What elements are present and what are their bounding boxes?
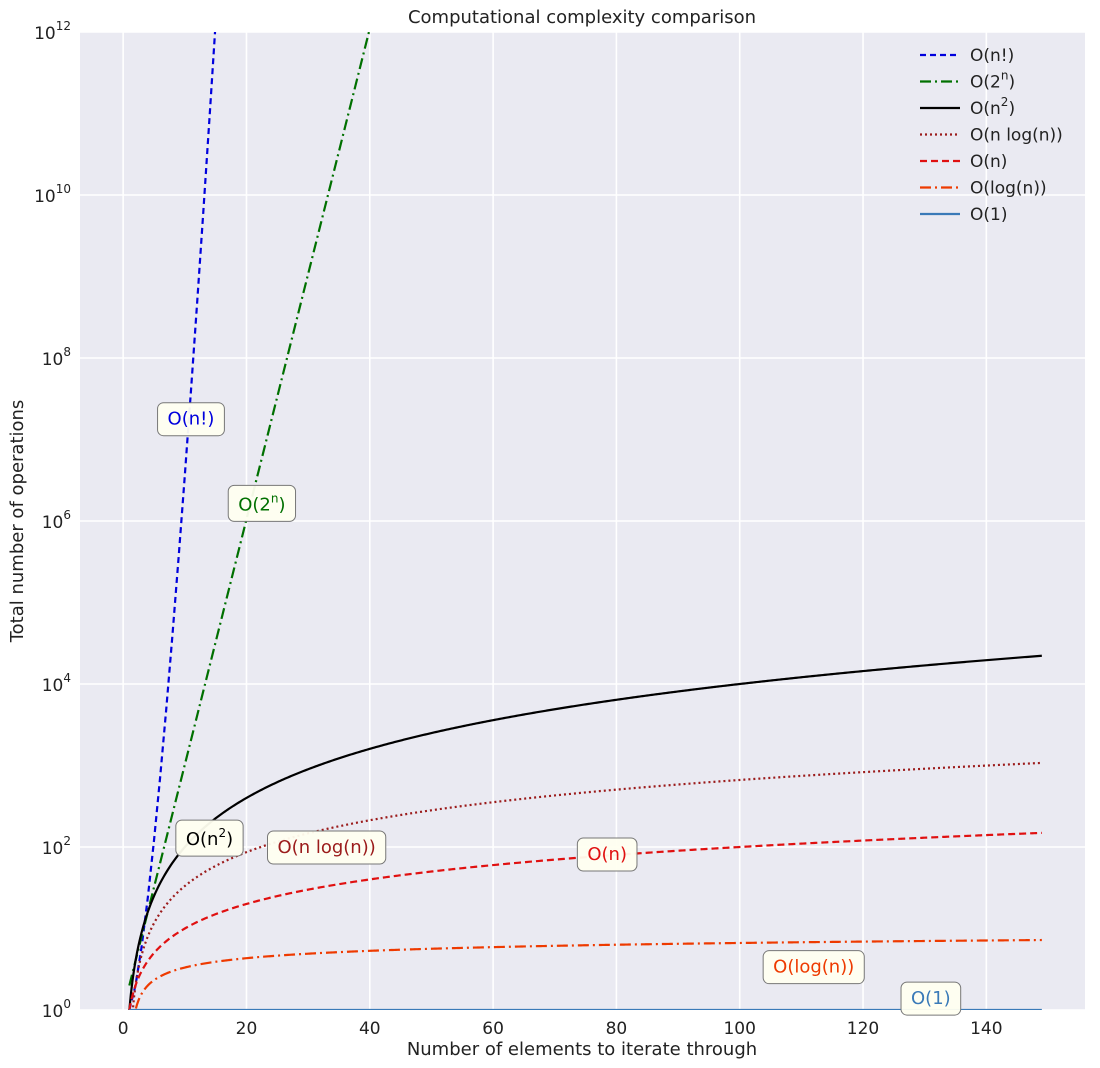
annotation-nlogn: O(n log(n)) <box>267 830 387 865</box>
svg-text:O(n2): O(n2) <box>186 826 233 850</box>
svg-text:O(n!): O(n!) <box>168 409 215 430</box>
legend-item-square: O(n2) <box>920 95 1015 119</box>
legend-item-factorial: O(n!) <box>920 46 1014 66</box>
y-axis-label: Total number of operations <box>7 400 28 644</box>
legend-label: O(1) <box>970 205 1007 225</box>
x-tick-label: 120 <box>847 1019 879 1039</box>
annotation-square: O(n2) <box>175 819 244 857</box>
y-tick-label: 108 <box>42 345 71 370</box>
legend-label: O(n) <box>970 152 1007 172</box>
x-tick-label: 80 <box>606 1019 628 1039</box>
legend-label: O(n2) <box>970 95 1015 119</box>
x-axis-label: Number of elements to iterate through <box>407 1039 757 1060</box>
x-tick-label: 140 <box>970 1019 1002 1039</box>
series-line-square <box>128 654 1042 1010</box>
legend-label: O(log(n)) <box>970 179 1047 199</box>
y-tick-label: 1012 <box>34 19 71 44</box>
grid-lines <box>80 31 1085 1011</box>
y-tick-label: 104 <box>42 671 71 696</box>
y-axis-ticks: 100 102 104 106 108 1010 1012 <box>34 19 71 1022</box>
series-line-exp2 <box>128 32 371 986</box>
legend-label: O(2n) <box>970 69 1015 93</box>
svg-text:O(n log(n)): O(n log(n)) <box>278 837 376 858</box>
chart-title: Computational complexity comparison <box>408 7 756 28</box>
annotation-const: O(1) <box>900 981 962 1016</box>
annotation-linear: O(n) <box>576 837 638 872</box>
series-line-nlogn <box>131 761 1042 1010</box>
series-annotations: O(n!) O(2n) O(n2) O(n log(n)) O(n) O(log(n)) O… <box>157 402 962 1016</box>
x-tick-label: 60 <box>482 1019 504 1039</box>
legend-item-log: O(log(n)) <box>920 179 1047 199</box>
legend-label: O(n!) <box>970 46 1014 66</box>
annotation-exp2: O(2n) <box>227 484 297 522</box>
y-tick-label: 100 <box>42 997 71 1022</box>
annotation-log: O(log(n)) <box>762 950 865 985</box>
legend-item-linear: O(n) <box>920 152 1007 172</box>
legend-item-const: O(1) <box>920 205 1007 225</box>
legend-item-nlogn: O(n log(n)) <box>920 126 1063 146</box>
svg-text:O(log(n)): O(log(n)) <box>773 957 854 978</box>
x-tick-label: 0 <box>118 1019 129 1039</box>
annotation-factorial: O(n!) <box>157 402 225 437</box>
x-tick-label: 40 <box>359 1019 381 1039</box>
y-tick-label: 102 <box>42 834 71 859</box>
y-tick-label: 1010 <box>34 182 71 207</box>
y-tick-label: 106 <box>42 508 71 533</box>
series-line-log <box>134 938 1042 1010</box>
svg-text:O(1): O(1) <box>911 988 951 1009</box>
legend-item-exp2: O(2n) <box>920 69 1015 93</box>
x-axis-ticks: 0 20 40 60 80 100 120 140 <box>118 1019 1003 1039</box>
legend: O(n!) O(2n)O(n2) O(n log(n)) O(n) O(log(n)) O… <box>920 46 1063 225</box>
x-tick-label: 20 <box>236 1019 258 1039</box>
svg-text:O(2n): O(2n) <box>238 491 285 515</box>
legend-label: O(n log(n)) <box>970 126 1063 146</box>
x-tick-label: 100 <box>723 1019 755 1039</box>
svg-text:O(n): O(n) <box>587 844 627 865</box>
